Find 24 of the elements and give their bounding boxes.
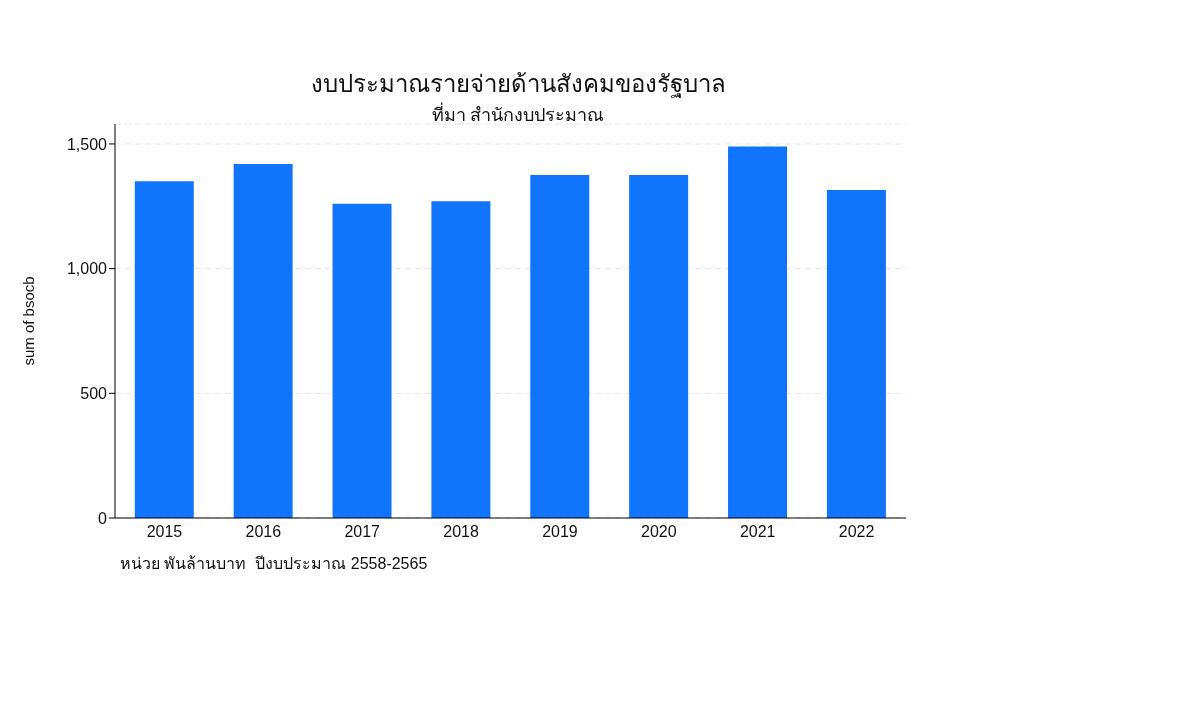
bar: [233, 163, 293, 518]
bar: [431, 201, 491, 518]
x-tick-label: 2021: [739, 523, 776, 541]
y-tick-label: 0: [98, 509, 108, 527]
bar: [728, 146, 788, 518]
chart-subtitle: ที่มา สำนักงบประมาณ: [430, 101, 606, 127]
x-tick-label: 2018: [443, 523, 479, 541]
y-tick-label: 1,500: [66, 135, 108, 153]
bar: [530, 175, 590, 518]
bar: [629, 175, 689, 518]
y-tick-label: 1,000: [66, 260, 108, 278]
bar: [134, 181, 194, 518]
chart-title: งบประมาณรายจ่ายด้านสังคมของรัฐบาล: [309, 70, 727, 100]
x-tick-label: 2020: [641, 523, 677, 541]
bar: [332, 203, 392, 518]
x-tick-label: 2016: [245, 523, 282, 541]
y-axis-title: sum of bsocb: [20, 276, 38, 366]
x-tick-label: 2015: [146, 523, 183, 541]
x-tick-label: 2017: [344, 523, 381, 541]
text: หน่วย พันล้านบาท ปีงบประมาณ 2558-2565: [120, 554, 428, 574]
x-tick-label: 2019: [542, 523, 578, 541]
bar: [826, 190, 886, 518]
x-tick-label: 2022: [838, 523, 875, 541]
y-tick-label: 500: [80, 385, 108, 402]
